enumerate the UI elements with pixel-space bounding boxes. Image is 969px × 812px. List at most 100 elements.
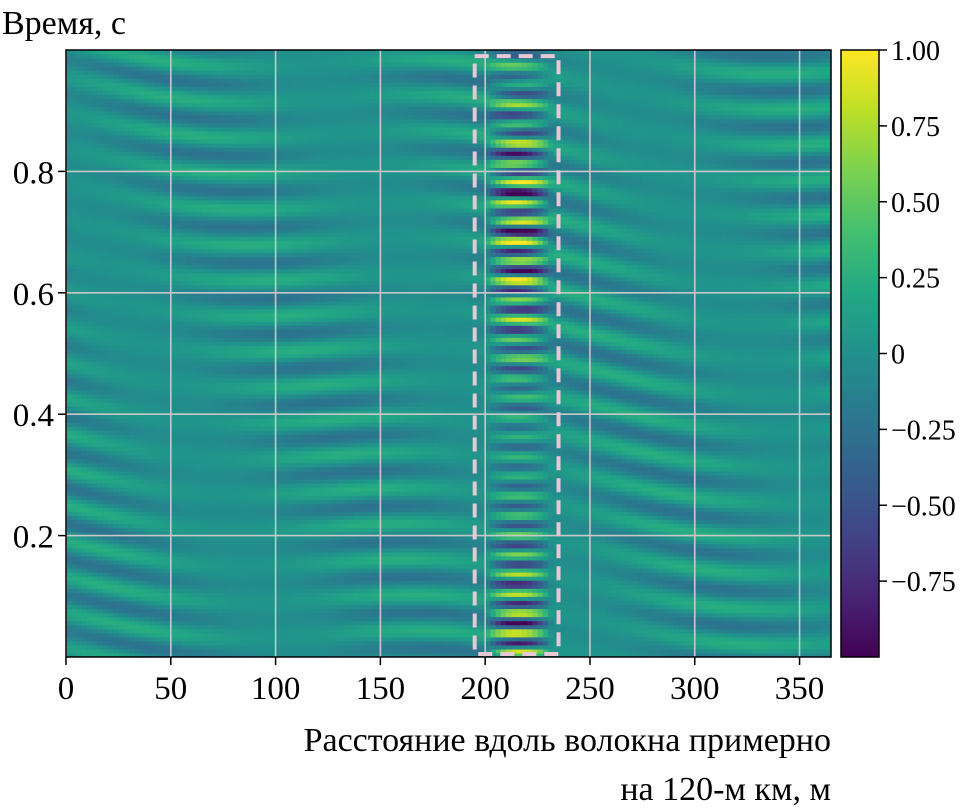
heatmap-cell bbox=[737, 645, 743, 650]
heatmap-cell bbox=[192, 649, 198, 654]
heatmap-cell bbox=[674, 544, 680, 549]
heatmap-cell bbox=[396, 625, 402, 630]
heatmap-cell bbox=[632, 588, 638, 593]
heatmap-cell bbox=[532, 600, 538, 605]
heatmap-cell bbox=[674, 612, 680, 617]
heatmap-cell bbox=[92, 596, 98, 601]
heatmap-cell bbox=[485, 596, 491, 601]
heatmap-cell bbox=[821, 523, 827, 528]
heatmap-cell bbox=[810, 592, 816, 597]
heatmap-cell bbox=[318, 576, 324, 581]
heatmap-cell bbox=[684, 556, 690, 561]
heatmap-cell bbox=[359, 568, 365, 573]
heatmap-cell bbox=[616, 625, 622, 630]
heatmap-cell bbox=[737, 629, 743, 634]
heatmap-cell bbox=[265, 528, 271, 533]
heatmap-cell bbox=[365, 576, 371, 581]
heatmap-cell bbox=[176, 528, 182, 533]
heatmap-cell bbox=[517, 633, 523, 638]
heatmap-cell bbox=[538, 576, 544, 581]
heatmap-cell bbox=[632, 584, 638, 589]
heatmap-cell bbox=[517, 604, 523, 609]
heatmap-cell bbox=[522, 568, 528, 573]
heatmap-cell bbox=[653, 608, 659, 613]
heatmap-cell bbox=[532, 580, 538, 585]
heatmap-cell bbox=[417, 592, 423, 597]
heatmap-cell bbox=[354, 544, 360, 549]
heatmap-cell bbox=[642, 617, 648, 622]
heatmap-cell bbox=[202, 625, 208, 630]
heatmap-cell bbox=[501, 548, 507, 553]
heatmap-cell bbox=[239, 625, 245, 630]
heatmap-cell bbox=[564, 588, 570, 593]
heatmap-cell bbox=[726, 621, 732, 626]
heatmap-cell bbox=[773, 637, 779, 642]
heatmap-cell bbox=[726, 564, 732, 569]
heatmap-cell bbox=[422, 528, 428, 533]
heatmap-cell bbox=[150, 596, 156, 601]
heatmap-cell bbox=[637, 519, 643, 524]
heatmap-cell bbox=[145, 584, 151, 589]
heatmap-cell bbox=[459, 540, 465, 545]
heatmap-cell bbox=[485, 612, 491, 617]
heatmap-cell bbox=[260, 649, 266, 654]
heatmap-cell bbox=[312, 633, 318, 638]
heatmap-cell bbox=[449, 572, 455, 577]
heatmap-cell bbox=[338, 580, 344, 585]
heatmap-cell bbox=[265, 621, 271, 626]
heatmap-cell bbox=[511, 641, 517, 646]
heatmap-cell bbox=[742, 641, 748, 646]
heatmap-cell bbox=[312, 544, 318, 549]
heatmap-cell bbox=[810, 560, 816, 565]
heatmap-cell bbox=[490, 617, 496, 622]
heatmap-cell bbox=[401, 604, 407, 609]
heatmap-cell bbox=[302, 552, 308, 557]
heatmap-cell bbox=[255, 572, 261, 577]
heatmap-cell bbox=[354, 568, 360, 573]
heatmap-cell bbox=[260, 519, 266, 524]
heatmap-cell bbox=[113, 584, 119, 589]
heatmap-cell bbox=[506, 552, 512, 557]
heatmap-cell bbox=[606, 519, 612, 524]
heatmap-cell bbox=[496, 641, 502, 646]
heatmap-cell bbox=[302, 576, 308, 581]
heatmap-cell bbox=[396, 568, 402, 573]
heatmap-cell bbox=[218, 552, 224, 557]
heatmap-cell bbox=[228, 540, 234, 545]
heatmap-cell bbox=[260, 633, 266, 638]
heatmap-cell bbox=[490, 625, 496, 630]
heatmap-cell bbox=[187, 552, 193, 557]
heatmap-cell bbox=[752, 649, 758, 654]
heatmap-cell bbox=[255, 633, 261, 638]
heatmap-cell bbox=[71, 633, 77, 638]
heatmap-cell bbox=[276, 612, 282, 617]
heatmap-cell bbox=[600, 617, 606, 622]
heatmap-cell bbox=[606, 552, 612, 557]
heatmap-cell bbox=[443, 633, 449, 638]
heatmap-cell bbox=[433, 560, 439, 565]
heatmap-cell bbox=[726, 596, 732, 601]
heatmap-cell bbox=[773, 633, 779, 638]
heatmap-cell bbox=[401, 528, 407, 533]
heatmap-cell bbox=[328, 548, 334, 553]
heatmap-cell bbox=[176, 544, 182, 549]
heatmap-cell bbox=[333, 625, 339, 630]
heatmap-cell bbox=[522, 621, 528, 626]
heatmap-cell bbox=[517, 572, 523, 577]
heatmap-cell bbox=[249, 584, 255, 589]
heatmap-cell bbox=[768, 621, 774, 626]
heatmap-cell bbox=[244, 637, 250, 642]
heatmap-cell bbox=[538, 604, 544, 609]
heatmap-cell bbox=[564, 604, 570, 609]
heatmap-cell bbox=[349, 544, 355, 549]
heatmap-cell bbox=[532, 629, 538, 634]
heatmap-cell bbox=[789, 600, 795, 605]
heatmap-cell bbox=[386, 548, 392, 553]
heatmap-cell bbox=[118, 556, 124, 561]
heatmap-cell bbox=[354, 552, 360, 557]
heatmap-cell bbox=[213, 596, 219, 601]
heatmap-cell bbox=[805, 588, 811, 593]
heatmap-cell bbox=[422, 552, 428, 557]
heatmap-cell bbox=[76, 592, 82, 597]
heatmap-cell bbox=[234, 580, 240, 585]
